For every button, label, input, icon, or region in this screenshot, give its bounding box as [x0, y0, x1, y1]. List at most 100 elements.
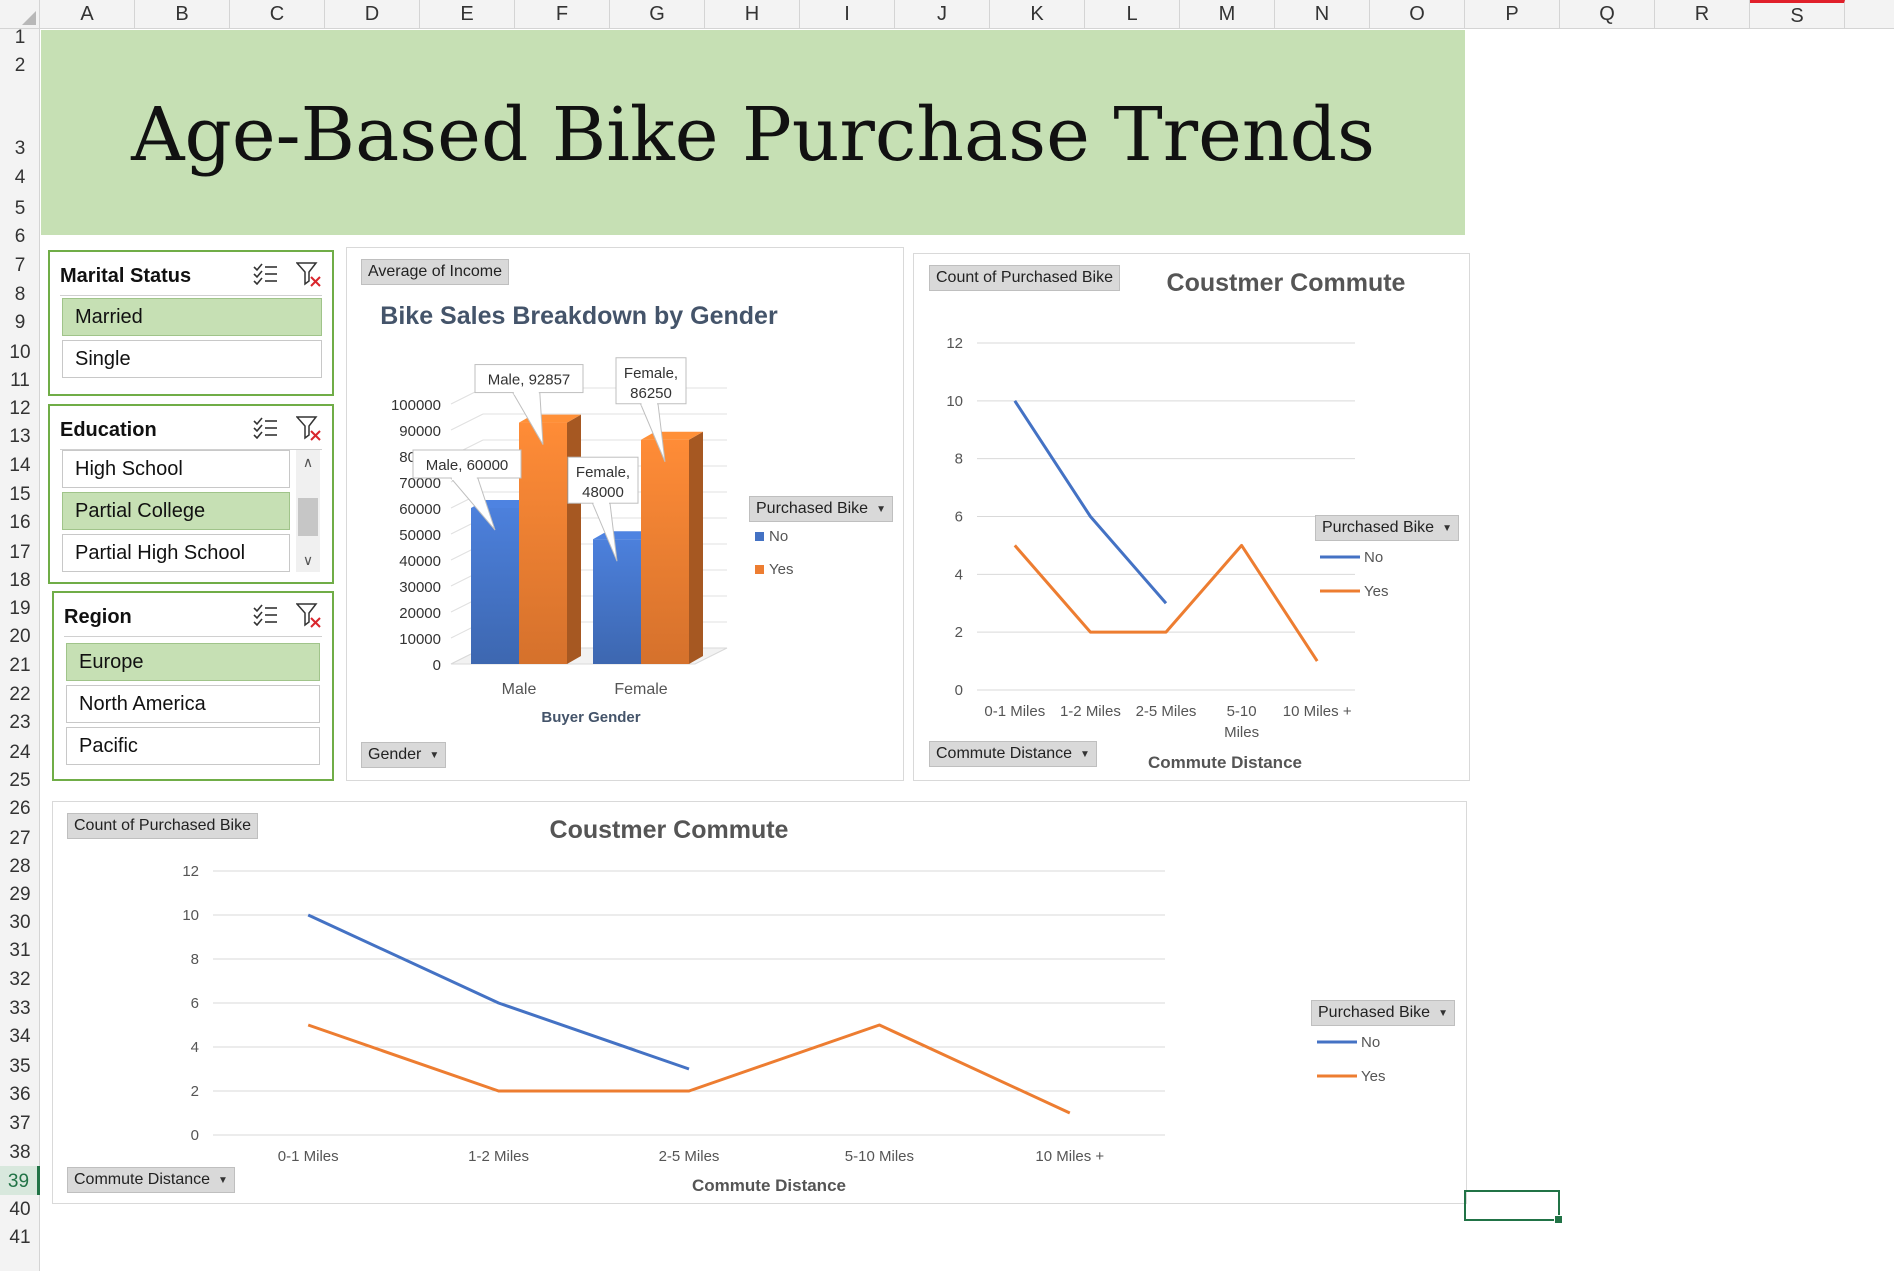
- axis-field-button[interactable]: Gender ▼: [361, 742, 447, 768]
- row-header[interactable]: 2: [14, 55, 26, 76]
- series-line-no[interactable]: [307, 913, 690, 1071]
- education-slicer[interactable]: Education High School Partial College Pa…: [48, 404, 334, 584]
- column-header[interactable]: I: [800, 0, 895, 29]
- row-header[interactable]: 35: [9, 1056, 31, 1077]
- row-header[interactable]: 4: [14, 167, 26, 188]
- column-header[interactable]: B: [135, 0, 230, 29]
- row-header[interactable]: 8: [14, 284, 26, 305]
- row-header[interactable]: 12: [9, 398, 31, 419]
- legend-field-button[interactable]: Purchased Bike ▼: [1311, 1000, 1455, 1026]
- row-header[interactable]: 28: [9, 856, 31, 877]
- row-header[interactable]: 41: [9, 1227, 31, 1248]
- marital-status-slicer[interactable]: Marital Status Married Single: [48, 250, 334, 396]
- row-header[interactable]: 24: [9, 742, 31, 763]
- slicer-item-partial-high-school[interactable]: Partial High School: [62, 534, 290, 572]
- row-header[interactable]: 33: [9, 998, 31, 1019]
- select-all-corner[interactable]: [0, 0, 40, 29]
- slicer-scrollbar[interactable]: ∧ ∨: [296, 450, 320, 572]
- row-header[interactable]: 7: [14, 255, 26, 276]
- active-cell[interactable]: [1464, 1190, 1563, 1224]
- row-header[interactable]: 9: [14, 312, 26, 333]
- multi-select-icon[interactable]: [252, 604, 278, 631]
- column-header[interactable]: R: [1655, 0, 1750, 29]
- row-header[interactable]: 30: [9, 912, 31, 933]
- row-header[interactable]: 11: [10, 370, 30, 391]
- column-header[interactable]: J: [895, 0, 990, 29]
- row-header[interactable]: 21: [9, 655, 31, 676]
- row-header[interactable]: 26: [9, 798, 31, 819]
- column-header[interactable]: N: [1275, 0, 1370, 29]
- column-header[interactable]: S: [1750, 0, 1845, 29]
- column-header[interactable]: M: [1180, 0, 1275, 29]
- axis-field-button[interactable]: Commute Distance ▼: [929, 741, 1097, 767]
- row-header[interactable]: 13: [9, 426, 31, 447]
- row-header[interactable]: 10: [9, 342, 31, 363]
- row-header[interactable]: 31: [9, 940, 31, 961]
- row-header[interactable]: 37: [9, 1113, 31, 1134]
- row-header[interactable]: 6: [14, 226, 26, 247]
- multi-select-icon[interactable]: [252, 263, 278, 290]
- scroll-down-icon[interactable]: ∨: [302, 551, 314, 568]
- row-header[interactable]: 36: [9, 1084, 31, 1105]
- row-header[interactable]: 39: [0, 1166, 40, 1195]
- legend-field-button[interactable]: Purchased Bike ▼: [749, 496, 893, 522]
- gender-bar-chart-panel[interactable]: Bike Sales Breakdown by Gender 0 10000 2000…: [346, 247, 904, 781]
- column-header[interactable]: D: [325, 0, 420, 29]
- clear-filter-icon[interactable]: [295, 261, 322, 292]
- column-header[interactable]: C: [230, 0, 325, 29]
- bar-yes-male[interactable]: [519, 414, 581, 664]
- row-header[interactable]: 22: [9, 684, 31, 705]
- scrollbar-thumb[interactable]: [298, 498, 318, 536]
- row-header[interactable]: 29: [9, 884, 31, 905]
- clear-filter-icon[interactable]: [295, 602, 322, 633]
- column-header[interactable]: H: [705, 0, 800, 29]
- slicer-item-high-school[interactable]: High School: [62, 450, 290, 488]
- slicer-item-married[interactable]: Married: [62, 298, 322, 336]
- axis-field-button[interactable]: Commute Distance ▼: [67, 1167, 235, 1193]
- column-header[interactable]: G: [610, 0, 705, 29]
- row-header[interactable]: 5: [14, 198, 26, 219]
- slicer-item-pacific[interactable]: Pacific: [66, 727, 320, 765]
- row-header[interactable]: 18: [9, 570, 31, 591]
- value-field-button[interactable]: Average of Income: [361, 259, 510, 285]
- column-header[interactable]: O: [1370, 0, 1465, 29]
- row-header[interactable]: 1: [14, 27, 26, 48]
- value-field-button[interactable]: Count of Purchased Bike: [67, 813, 258, 839]
- column-header[interactable]: Q: [1560, 0, 1655, 29]
- region-slicer[interactable]: Region Europe North America Pacific: [52, 591, 334, 781]
- row-header[interactable]: 23: [9, 712, 31, 733]
- row-header[interactable]: 19: [9, 598, 31, 619]
- column-header[interactable]: E: [420, 0, 515, 29]
- column-header[interactable]: K: [990, 0, 1085, 29]
- commute-line-chart-bottom-panel[interactable]: Coustmer Commute 0 2 4 6 8 10 12 0-1 Miles 1-2 Mi…: [52, 801, 1467, 1204]
- column-header[interactable]: L: [1085, 0, 1180, 29]
- row-header[interactable]: 20: [9, 626, 31, 647]
- series-line-yes[interactable]: [1013, 543, 1319, 662]
- series-line-no[interactable]: [1013, 400, 1168, 605]
- row-header[interactable]: 27: [9, 828, 31, 849]
- series-line-yes[interactable]: [307, 1023, 1071, 1115]
- row-header[interactable]: 15: [9, 484, 31, 505]
- row-header[interactable]: 14: [9, 455, 31, 476]
- legend-field-button[interactable]: Purchased Bike ▼: [1315, 515, 1459, 541]
- row-header[interactable]: 34: [9, 1026, 31, 1047]
- row-header[interactable]: 17: [9, 542, 31, 563]
- commute-line-chart-top-panel[interactable]: Coustmer Commute 0 2 4 6 8 10 12 0-1 Miles 1-2 Mi…: [913, 253, 1470, 781]
- column-header[interactable]: P: [1465, 0, 1560, 29]
- scroll-up-icon[interactable]: ∧: [302, 453, 314, 470]
- bar-yes-female[interactable]: [641, 431, 703, 664]
- row-header[interactable]: 25: [9, 770, 31, 791]
- row-header[interactable]: 40: [9, 1199, 31, 1220]
- row-header[interactable]: 32: [9, 969, 31, 990]
- clear-filter-icon[interactable]: [295, 415, 322, 446]
- multi-select-icon[interactable]: [252, 417, 278, 444]
- slicer-item-single[interactable]: Single: [62, 340, 322, 378]
- row-header[interactable]: 3: [14, 138, 26, 159]
- slicer-item-europe[interactable]: Europe: [66, 643, 320, 681]
- row-header[interactable]: 16: [9, 512, 31, 533]
- column-header[interactable]: F: [515, 0, 610, 29]
- row-header[interactable]: 38: [9, 1142, 31, 1163]
- slicer-item-north-america[interactable]: North America: [66, 685, 320, 723]
- value-field-button[interactable]: Count of Purchased Bike: [929, 265, 1120, 291]
- slicer-item-partial-college[interactable]: Partial College: [62, 492, 290, 530]
